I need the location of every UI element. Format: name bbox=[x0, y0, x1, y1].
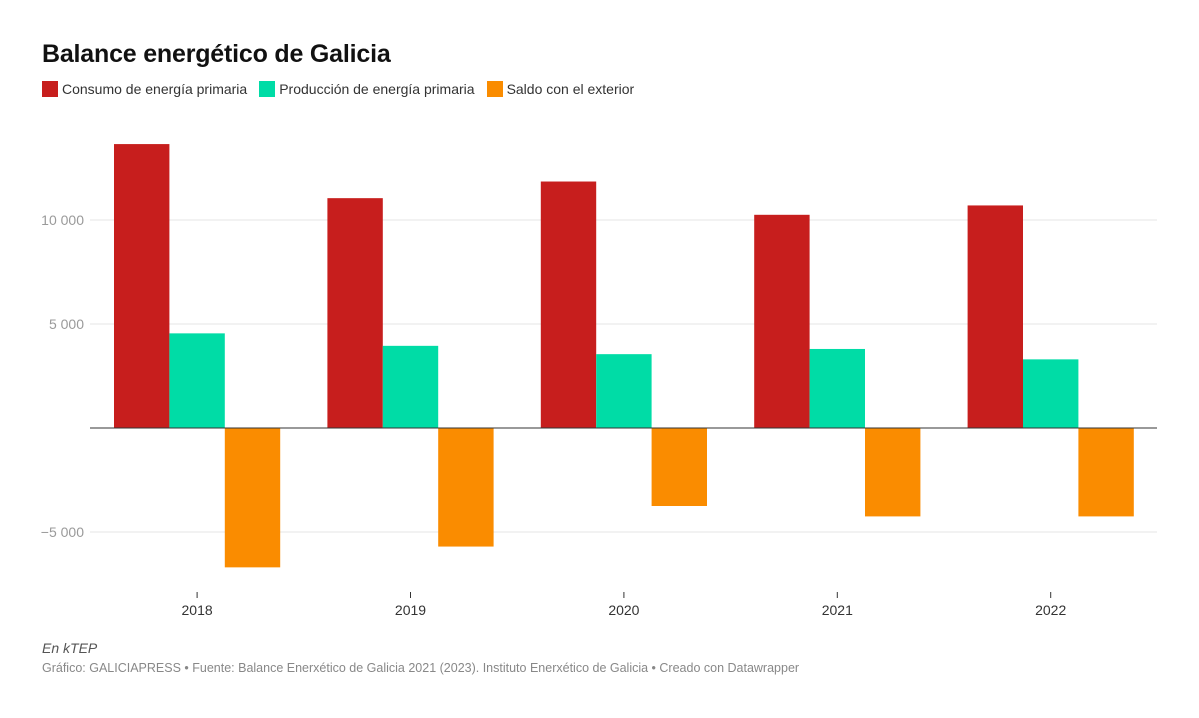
legend-swatch-saldo bbox=[486, 81, 503, 97]
chart-title: Balance energético de Galicia bbox=[42, 40, 391, 68]
legend-item-produccion: Producción de energía primaria bbox=[259, 81, 475, 97]
bar-producción-2019 bbox=[382, 345, 439, 428]
bar-saldo-2020 bbox=[651, 428, 707, 506]
bar-consumo-2020 bbox=[540, 181, 597, 428]
bar-consumo-2019 bbox=[327, 198, 383, 428]
bar-consumo-2021 bbox=[754, 214, 810, 428]
y-tick-label: 10 000 bbox=[41, 212, 84, 228]
chart-source: Gráfico: GALICIAPRESS • Fuente: Balance … bbox=[42, 661, 800, 675]
bar-producción-2020 bbox=[596, 354, 652, 428]
bar-consumo-2022 bbox=[967, 205, 1023, 428]
y-tick-label: 5 000 bbox=[49, 316, 84, 332]
bar-producción-2018 bbox=[169, 333, 225, 428]
chart-notes: En kTEP bbox=[42, 640, 98, 656]
legend-item-saldo: Saldo con el exterior bbox=[486, 81, 635, 97]
legend-label-saldo: Saldo con el exterior bbox=[506, 81, 635, 97]
bar-saldo-2022 bbox=[1078, 428, 1134, 517]
y-tick-label: −5 000 bbox=[41, 524, 84, 540]
legend: Consumo de energía primaria Producción d… bbox=[42, 81, 646, 97]
bar-producción-2022 bbox=[1023, 359, 1079, 428]
x-tick-label: 2020 bbox=[608, 602, 639, 618]
bar-saldo-2019 bbox=[438, 428, 494, 547]
bar-saldo-2018 bbox=[224, 428, 281, 568]
x-tick-label: 2021 bbox=[822, 602, 853, 618]
legend-swatch-produccion bbox=[259, 81, 276, 97]
bar-saldo-2021 bbox=[865, 428, 921, 517]
x-tick-label: 2022 bbox=[1035, 602, 1066, 618]
legend-label-consumo: Consumo de energía primaria bbox=[62, 81, 248, 97]
legend-swatch-consumo bbox=[42, 81, 58, 97]
legend-label-produccion: Producción de energía primaria bbox=[279, 81, 475, 97]
x-tick-label: 2019 bbox=[395, 602, 426, 618]
x-tick-label: 2018 bbox=[182, 602, 213, 618]
bar-producción-2021 bbox=[809, 348, 865, 428]
legend-item-consumo: Consumo de energía primaria bbox=[42, 81, 247, 97]
bar-consumo-2018 bbox=[114, 144, 170, 428]
